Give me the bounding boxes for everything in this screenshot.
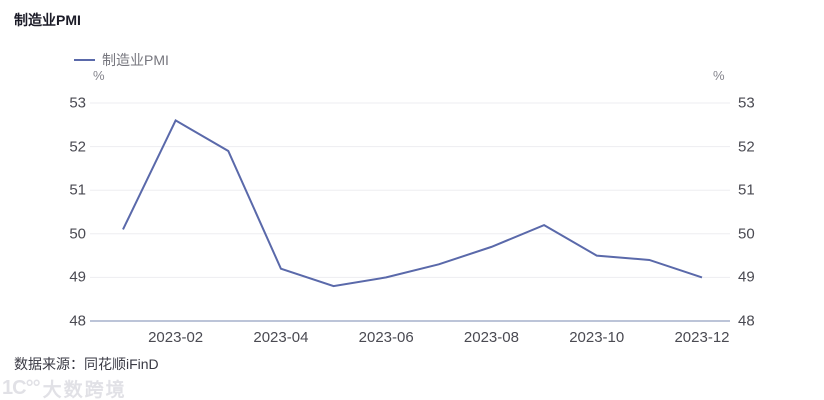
x-axis-tick-label: 2023-02	[148, 329, 204, 346]
y-axis-tick-label-right: 51	[738, 181, 755, 199]
legend-line-marker	[74, 59, 95, 61]
y-axis-unit-left: %	[93, 68, 105, 83]
y-axis-tick-label-left: 49	[69, 268, 86, 286]
y-axis-unit-right: %	[713, 68, 725, 83]
chart-title: 制造业PMI	[14, 12, 81, 28]
x-axis-tick-label: 2023-06	[358, 329, 414, 346]
y-axis-tick-label-right: 48	[738, 312, 755, 330]
y-axis-tick-label-right: 53	[738, 94, 755, 112]
data-source-note: 数据来源：同花顺iFinD	[14, 356, 159, 372]
y-axis-tick-label-right: 52	[738, 138, 755, 156]
y-axis-tick-label-left: 52	[69, 138, 86, 156]
x-axis-tick-label: 2023-04	[253, 329, 309, 346]
y-axis-tick-label-right: 50	[738, 225, 755, 243]
y-axis-tick-label-right: 49	[738, 268, 755, 286]
legend-label: 制造业PMI	[102, 52, 169, 68]
x-axis-tick-label: 2023-08	[463, 329, 519, 346]
y-axis-tick-label-left: 48	[69, 312, 86, 330]
x-axis-tick-label: 2023-12	[674, 329, 730, 346]
legend-item-pmi[interactable]: 制造业PMI	[74, 50, 169, 70]
y-axis-tick-label-left: 53	[69, 94, 86, 112]
y-axis-tick-label-left: 50	[69, 225, 86, 243]
pmi-series-line	[122, 119, 703, 288]
y-axis-tick-label-left: 51	[69, 181, 86, 199]
x-axis-tick-label: 2023-10	[569, 329, 625, 346]
